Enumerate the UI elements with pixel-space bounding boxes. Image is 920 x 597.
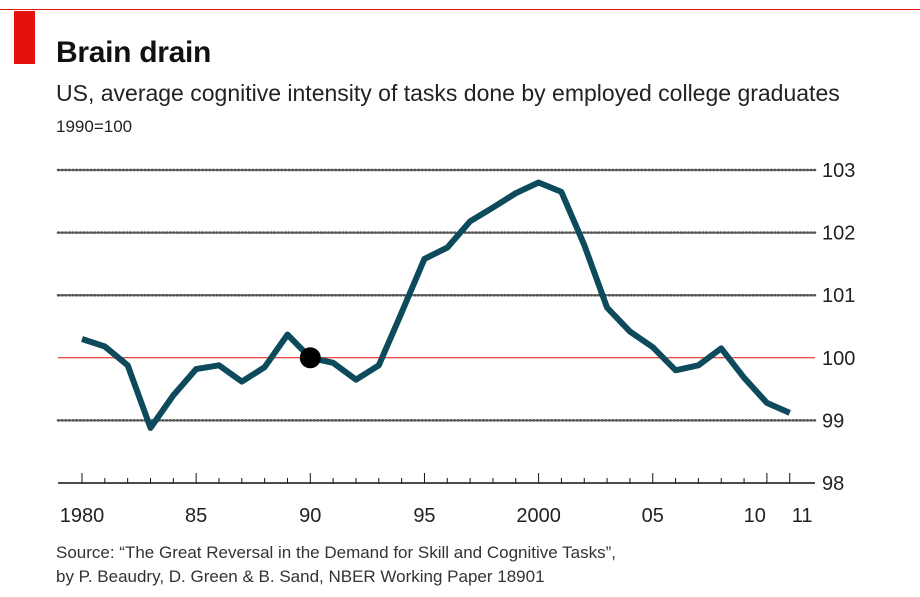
brand-red-tag xyxy=(14,11,35,64)
x-tick-label: 85 xyxy=(185,505,207,527)
y-tick-label: 98 xyxy=(822,473,844,495)
x-tick-label: 90 xyxy=(299,505,321,527)
source-note: Source: “The Great Reversal in the Deman… xyxy=(56,541,616,589)
series-line xyxy=(81,179,791,431)
y-tick-label: 101 xyxy=(822,285,855,307)
y-tick-label: 103 xyxy=(822,160,855,182)
y-tick-label: 99 xyxy=(822,410,844,432)
chart-title: Brain drain xyxy=(56,36,212,69)
y-tick-label: 102 xyxy=(822,223,855,245)
x-tick-label: 05 xyxy=(642,505,664,527)
y-tick-label: 100 xyxy=(822,348,855,370)
x-tick-label: 1980 xyxy=(60,505,105,527)
chart-subtitle: US, average cognitive intensity of tasks… xyxy=(56,80,840,106)
x-tick-label: 95 xyxy=(413,505,435,527)
highlight-point-1990 xyxy=(299,347,321,369)
x-tick-label: 10 xyxy=(744,505,766,527)
chart-units: 1990=100 xyxy=(56,117,133,136)
top-rule xyxy=(0,9,920,10)
x-tick-label: 2000 xyxy=(516,505,561,527)
source-line-1: Source: “The Great Reversal in the Deman… xyxy=(56,543,616,562)
x-tick-label: 11 xyxy=(792,505,813,527)
source-line-2: by P. Beaudry, D. Green & B. Sand, NBER … xyxy=(56,567,545,586)
